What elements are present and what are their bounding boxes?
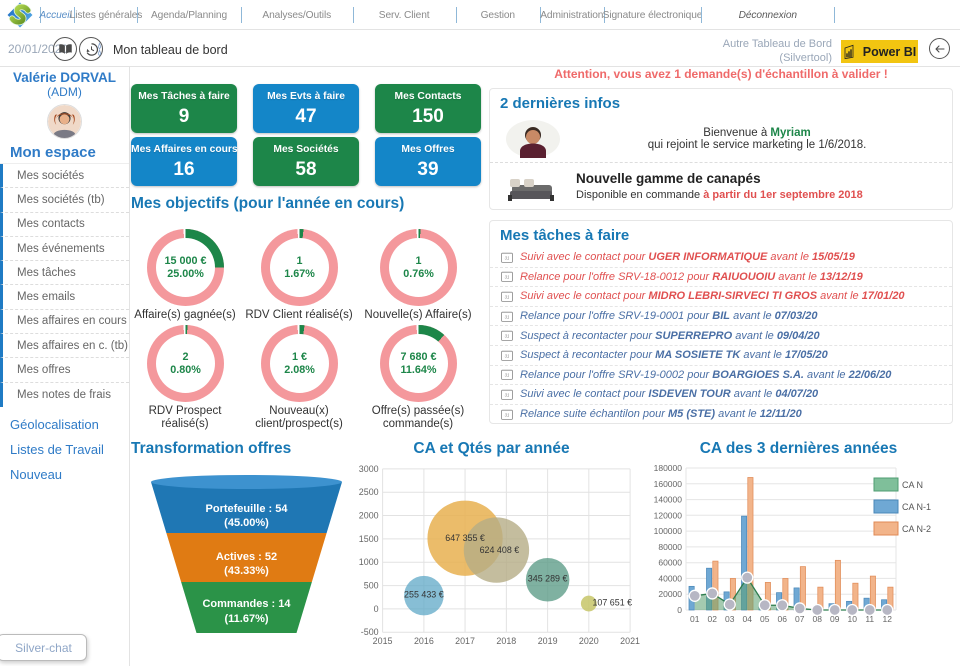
svg-text:500: 500	[364, 581, 379, 591]
svg-text:31: 31	[505, 255, 510, 260]
svg-text:05: 05	[760, 614, 770, 624]
svg-text:07: 07	[795, 614, 805, 624]
svg-text:20000: 20000	[658, 589, 682, 599]
svg-text:31: 31	[505, 334, 510, 339]
svg-text:1000: 1000	[359, 557, 379, 567]
svg-text:180000: 180000	[654, 463, 683, 473]
svg-text:0: 0	[677, 605, 682, 615]
svg-text:02: 02	[708, 614, 718, 624]
svg-text:2020: 2020	[579, 636, 599, 646]
svg-text:1500: 1500	[359, 534, 379, 544]
svg-text:2015: 2015	[373, 636, 393, 646]
svg-text:04: 04	[743, 614, 753, 624]
svg-text:CA N: CA N	[902, 480, 923, 490]
svg-text:2019: 2019	[538, 636, 558, 646]
svg-text:09: 09	[830, 614, 840, 624]
svg-text:255 433 €: 255 433 €	[404, 590, 444, 600]
svg-text:Commandes : 14: Commandes : 14	[202, 598, 291, 610]
svg-text:140000: 140000	[654, 495, 683, 505]
svg-text:(11.67%): (11.67%)	[224, 613, 268, 625]
svg-text:345 289 €: 345 289 €	[528, 574, 568, 584]
svg-text:2021: 2021	[620, 636, 640, 646]
svg-text:Portefeuille : 54: Portefeuille : 54	[206, 503, 289, 515]
svg-text:2000: 2000	[359, 510, 379, 520]
svg-text:31: 31	[505, 275, 510, 280]
svg-text:06: 06	[778, 614, 788, 624]
svg-text:CA N-2: CA N-2	[902, 524, 931, 534]
svg-text:31: 31	[505, 353, 510, 358]
svg-text:120000: 120000	[654, 510, 683, 520]
svg-text:10: 10	[848, 614, 858, 624]
svg-text:2500: 2500	[359, 487, 379, 497]
svg-text:01: 01	[690, 614, 700, 624]
svg-text:31: 31	[505, 314, 510, 319]
svg-text:(43.33%): (43.33%)	[224, 565, 269, 577]
svg-text:160000: 160000	[654, 479, 683, 489]
svg-text:12: 12	[883, 614, 893, 624]
svg-text:60000: 60000	[658, 558, 682, 568]
svg-text:31: 31	[505, 412, 510, 417]
svg-text:2016: 2016	[414, 636, 434, 646]
svg-text:0: 0	[374, 604, 379, 614]
svg-text:40000: 40000	[658, 573, 682, 583]
svg-text:107 651 €: 107 651 €	[592, 598, 632, 608]
svg-text:2017: 2017	[455, 636, 475, 646]
svg-text:624 408 €: 624 408 €	[480, 545, 520, 555]
svg-text:2018: 2018	[496, 636, 516, 646]
svg-text:CA N-1: CA N-1	[902, 502, 931, 512]
svg-text:100000: 100000	[654, 526, 683, 536]
svg-text:08: 08	[813, 614, 823, 624]
svg-text:(45.00%): (45.00%)	[224, 517, 269, 529]
svg-text:31: 31	[505, 373, 510, 378]
svg-text:647 355 €: 647 355 €	[445, 533, 485, 543]
svg-text:11: 11	[865, 614, 874, 624]
svg-text:31: 31	[505, 295, 510, 300]
svg-text:Actives : 52: Actives : 52	[216, 551, 277, 563]
svg-text:31: 31	[505, 393, 510, 398]
svg-text:03: 03	[725, 614, 735, 624]
svg-text:80000: 80000	[658, 542, 682, 552]
svg-text:3000: 3000	[359, 464, 379, 474]
